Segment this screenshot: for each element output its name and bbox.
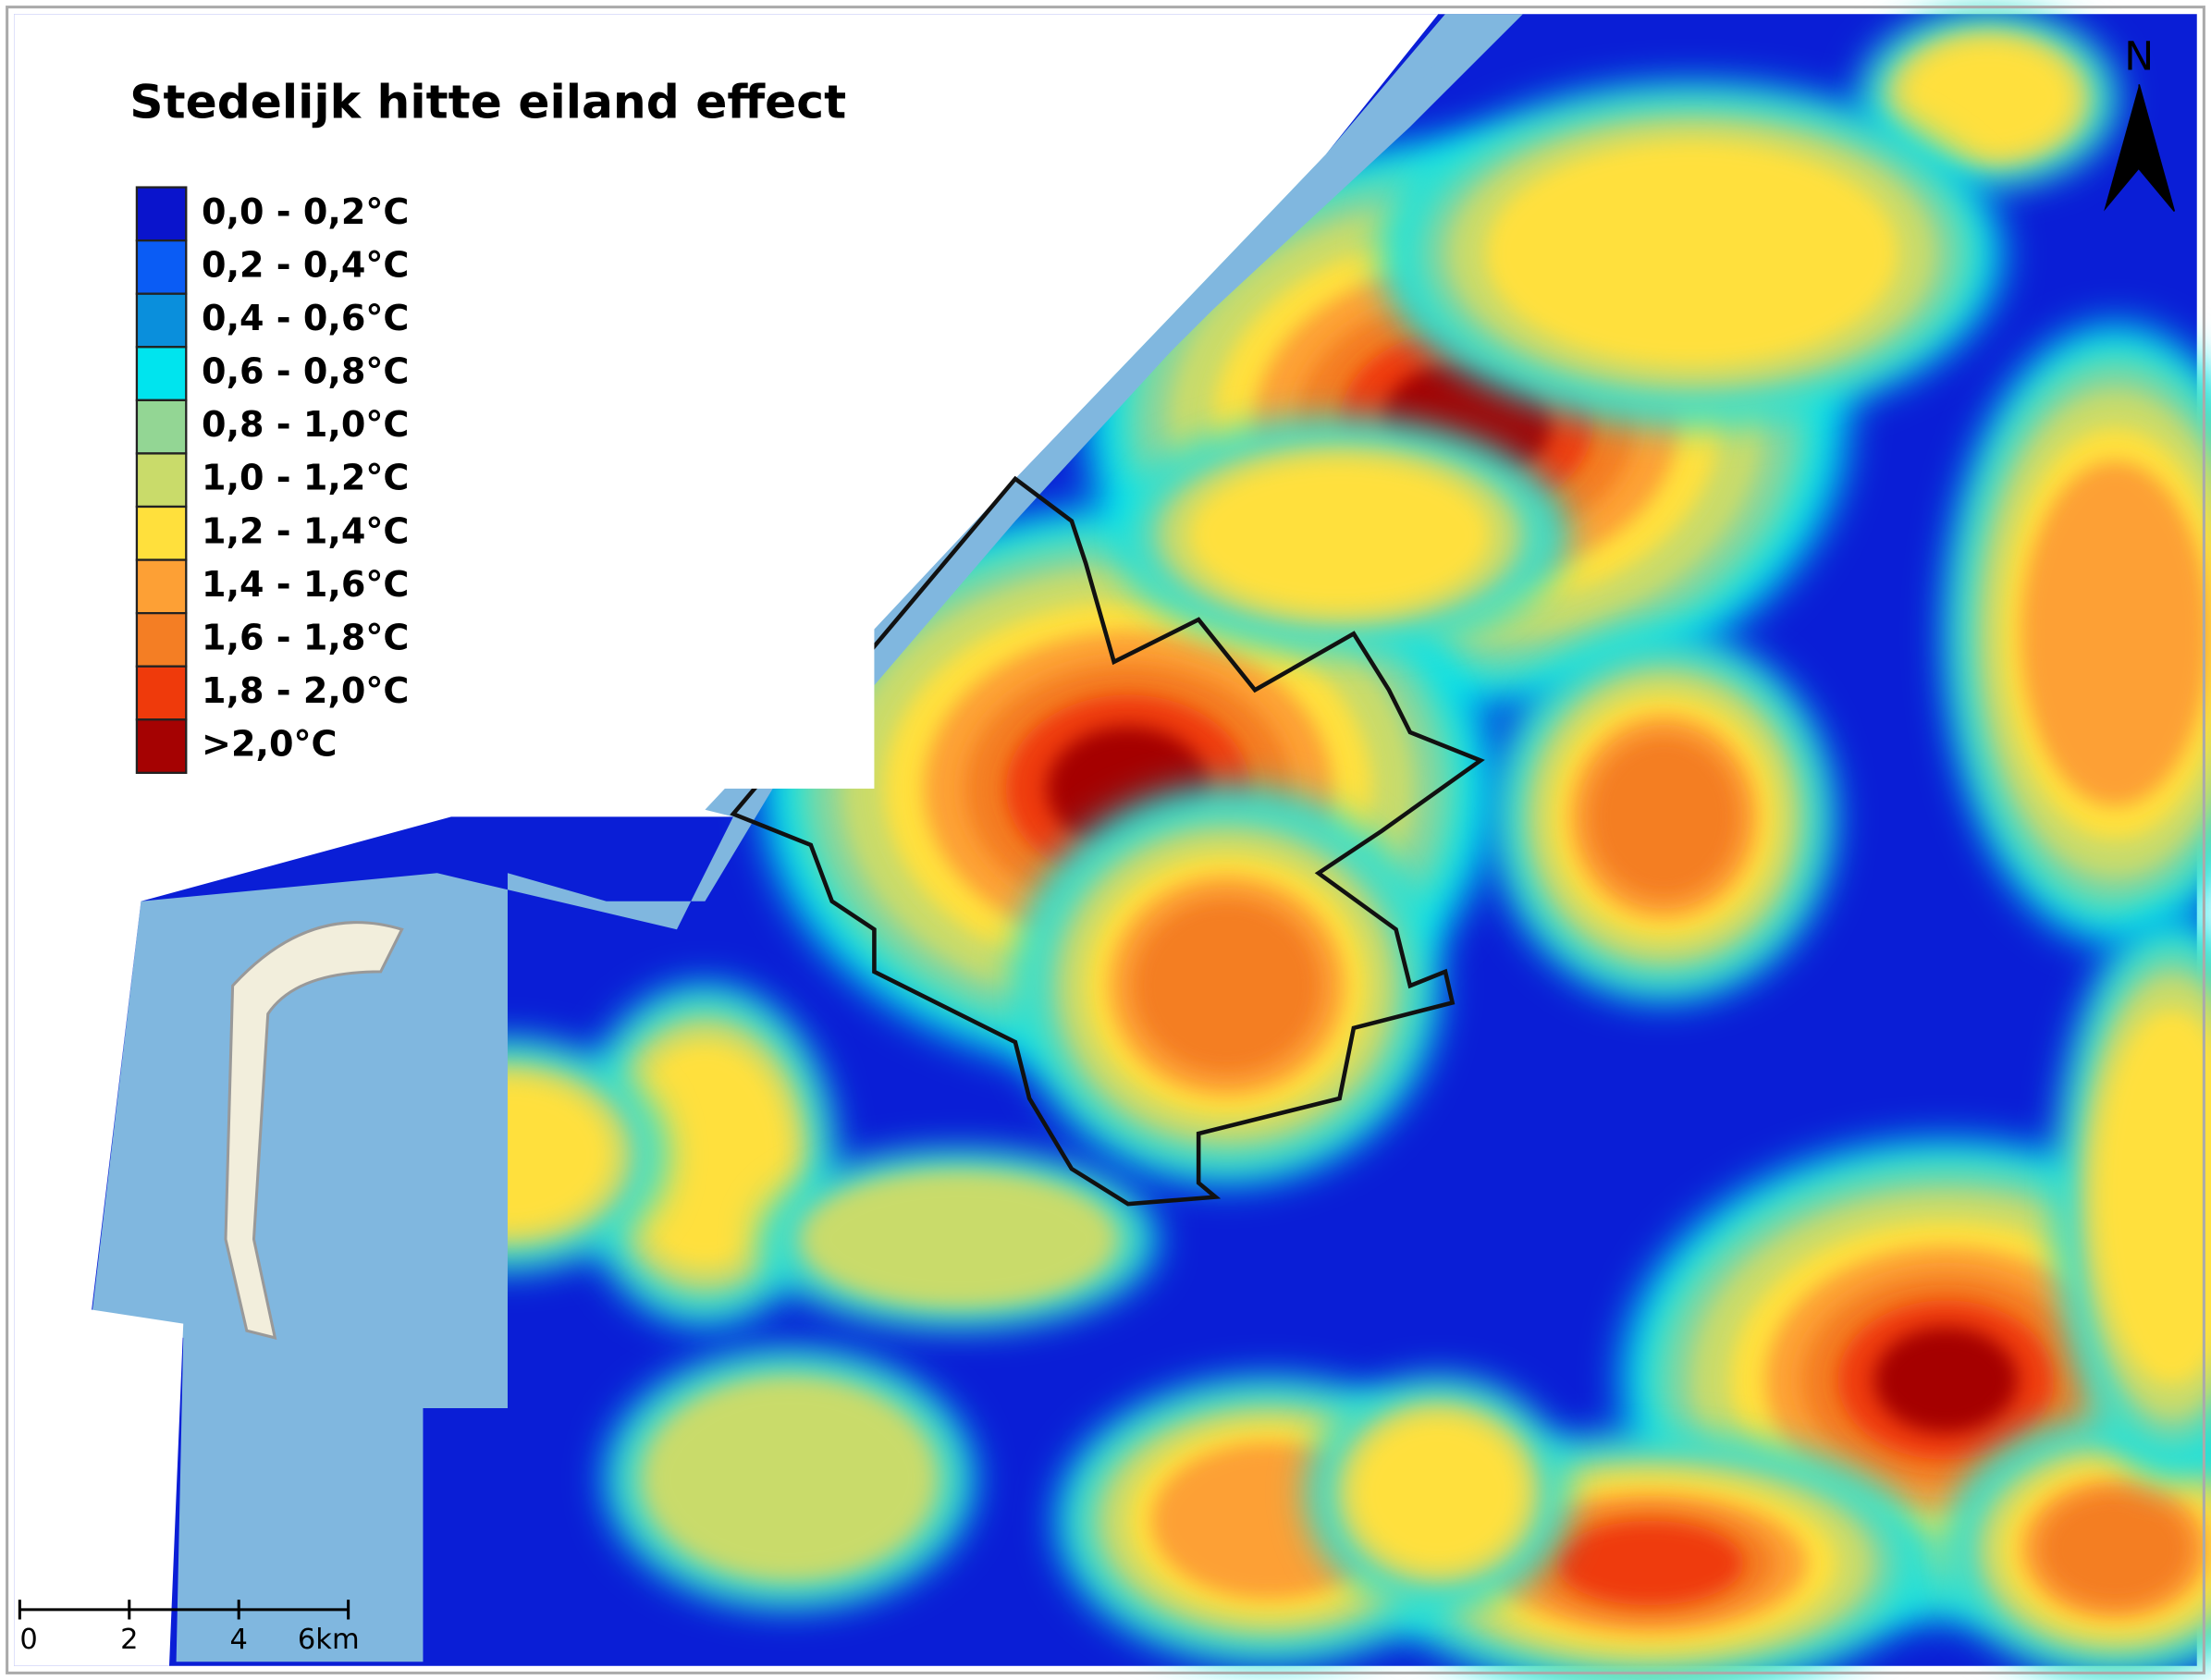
legend-swatch: [135, 186, 188, 242]
north-label: N: [2124, 33, 2154, 80]
heat-zone: [1132, 898, 1321, 1073]
north-arrow-right: [2138, 84, 2176, 212]
scale-bar: 0 2 4 6km: [18, 1600, 360, 1656]
scale-label: 4: [230, 1624, 248, 1656]
legend-swatch: [135, 718, 188, 774]
heat-zone: [2021, 461, 2209, 806]
legend-swatch: [135, 346, 188, 401]
legend-label: 0,2 - 0,4°C: [202, 244, 409, 285]
map-title: Stedelijk hitte eiland effect: [129, 75, 846, 129]
legend-label: 1,6 - 1,8°C: [202, 617, 409, 657]
heat-zone: [1353, 1417, 1523, 1568]
heat-zone: [646, 1380, 933, 1577]
heat-zone: [1485, 141, 1899, 366]
heat-zone: [2096, 1009, 2211, 1385]
legend-label: 1,0 - 1,2°C: [202, 458, 409, 498]
heat-zone: [1873, 1327, 2019, 1434]
heat-zone: [1555, 1520, 1744, 1606]
legend-swatch: [135, 239, 188, 295]
legend-swatch: [135, 505, 188, 561]
legend-label: 0,8 - 1,0°C: [202, 404, 409, 445]
municipality-boundary: [730, 475, 1485, 1207]
scale-label: 6km: [298, 1624, 360, 1656]
heat-zone: [2039, 1492, 2191, 1606]
legend-label: 1,4 - 1,6°C: [202, 564, 409, 605]
sea: [92, 14, 1523, 1662]
legend-label: 0,6 - 0,8°C: [202, 351, 409, 392]
frame: [6, 6, 2205, 1674]
harbour-outline: [224, 921, 404, 1340]
heat-zone: [620, 1042, 790, 1268]
legend-swatch: [135, 292, 188, 349]
legend-box: [112, 55, 875, 789]
heat-zone: [805, 1173, 1112, 1306]
heat-zone: [1188, 460, 1491, 610]
scale-label: 0: [19, 1624, 37, 1656]
legend: 0,0 - 0,2°C 0,2 - 0,4°C 0,4 - 0,6°C 0,6 - 0…: [135, 186, 409, 774]
heat-layer: [352, 14, 2211, 1680]
legend-swatch: [135, 611, 188, 668]
legend-swatch: [135, 665, 188, 721]
legend-label: 1,8 - 2,0°C: [202, 670, 409, 711]
legend-label: >2,0°C: [202, 724, 337, 765]
heat-zone: [1589, 735, 1739, 899]
legend-label: 0,0 - 0,2°C: [202, 191, 409, 232]
legend-label: 1,2 - 1,4°C: [202, 510, 409, 551]
legend-label: 0,4 - 0,6°C: [202, 298, 409, 338]
scale-label: 2: [120, 1624, 138, 1656]
legend-swatch: [135, 558, 188, 615]
legend-swatch: [135, 452, 188, 509]
legend-swatch: [135, 399, 188, 455]
heat-zone: [1903, 42, 2073, 155]
